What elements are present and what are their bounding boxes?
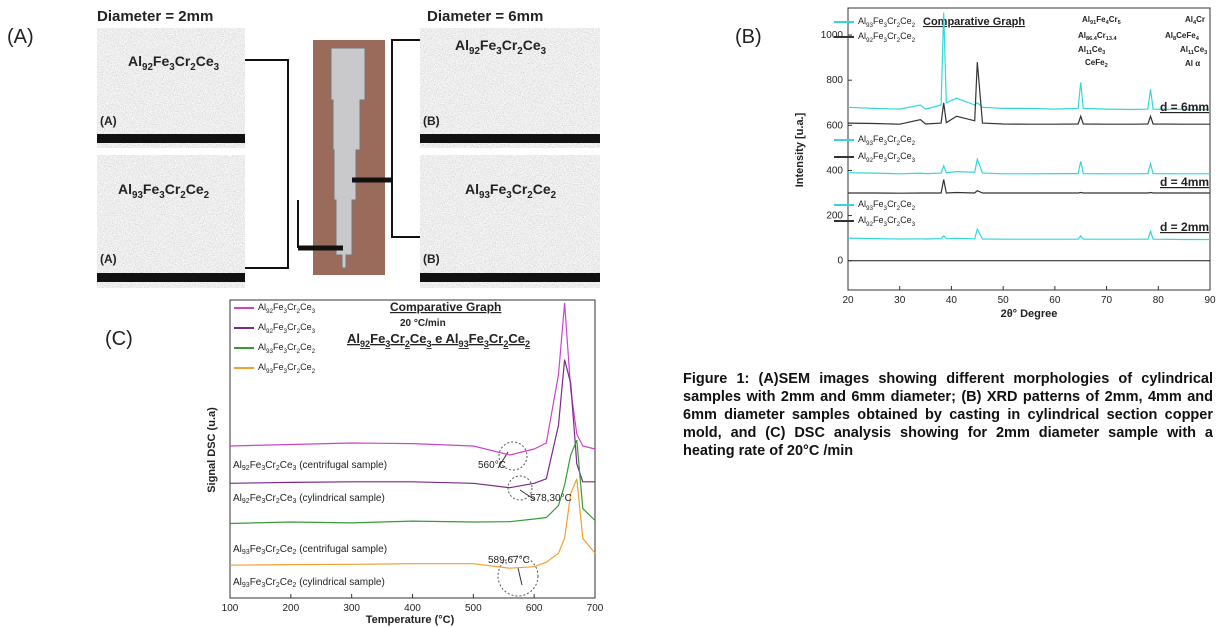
annotation: d = 4mm (1160, 175, 1209, 189)
highlight-circle (497, 555, 539, 597)
y-tick-label: 400 (826, 165, 843, 176)
panel-label: (B) (735, 26, 762, 48)
series-line (847, 12, 1210, 111)
chart-subtitle: 20 °C/min (400, 318, 446, 329)
series-line (847, 62, 1210, 125)
legend-label: Al92Fe3Cr2Ce3 (858, 151, 916, 164)
connector (245, 59, 289, 269)
sem-alloy: Al93Fe3Cr2Ce2 (118, 181, 210, 201)
legend-label: Al93Fe3Cr2Ce2 (258, 362, 316, 375)
series-line (229, 359, 595, 489)
annotation: 560°C (478, 460, 506, 471)
legend-label: Al92Fe3Cr2Ce3 (258, 302, 316, 315)
annotation: Al92Fe3Cr2Ce3 (cylindrical sample) (233, 493, 385, 506)
y-axis-label: Intensity [u.a.] (794, 112, 806, 187)
annotation: 589,67°C (488, 555, 530, 566)
y-tick-label: 600 (826, 120, 843, 131)
series-line (229, 439, 596, 525)
legend-label: Al92Fe3Cr2Ce2 (858, 31, 916, 44)
annotation: Al92Fe3Cr2Ce3 (centrifugal sample) (233, 460, 387, 473)
x-tick-label: 200 (282, 603, 299, 614)
x-axis-label: Temperature (°C) (366, 614, 455, 626)
sem-tag: (B) (423, 252, 440, 266)
x-tick-label: 30 (894, 295, 906, 306)
legend-label: Al92Fe3Cr2Ce3 (258, 322, 316, 335)
cylinder (330, 47, 366, 269)
sem-title: Diameter = 2mm (97, 8, 213, 25)
x-tick-label: 90 (1204, 295, 1216, 306)
x-tick-label: 20 (842, 295, 854, 306)
panel-label: (C) (105, 328, 133, 350)
series-line (229, 478, 596, 569)
sem-image (420, 155, 600, 288)
x-tick-label: 500 (465, 603, 482, 614)
x-tick-label: 100 (222, 603, 239, 614)
x-tick-label: 300 (343, 603, 360, 614)
annotation: Al93Fe3Cr2Ce2 (cylindrical sample) (233, 577, 385, 590)
annotation: 578,30°C (530, 493, 572, 504)
sem-image (97, 155, 245, 288)
scale-bar (420, 134, 600, 143)
x-tick-label: 80 (1153, 295, 1165, 306)
annotation: Al α (1185, 59, 1200, 68)
x-axis-label: 2θ° Degree (1001, 308, 1058, 320)
annotation: Al4Cr (1185, 15, 1205, 26)
scale-bar (420, 273, 600, 282)
x-tick-label: 700 (587, 603, 604, 614)
sem-alloy: Al92Fe3Cr2Ce3 (455, 37, 547, 57)
annotation: Al92Fe3Cr2Ce3 e Al93Fe3Cr2Ce2 (347, 331, 530, 349)
series-line (848, 179, 1210, 194)
y-tick-label: 200 (826, 210, 843, 221)
series-line (847, 227, 1210, 241)
sem-title: Diameter = 6mm (427, 8, 543, 25)
annotation: Al8CeFe4 (1165, 31, 1200, 42)
y-axis-label: Signal DSC (u.a) (206, 407, 218, 493)
sem-tag: (A) (100, 114, 117, 128)
panel-label: (A) (7, 26, 34, 48)
legend-label: Al92Fe3Cr2Ce3 (858, 215, 916, 228)
annotation: Al91Fe4Cr5 (1082, 15, 1121, 26)
chart-title: Comparative Graph (390, 300, 501, 314)
y-tick-label: 1000 (821, 30, 844, 41)
x-tick-label: 60 (1049, 295, 1061, 306)
series-line (229, 302, 596, 456)
highlight-circle (498, 441, 528, 471)
series-line (847, 157, 1210, 175)
x-tick-label: 600 (526, 603, 543, 614)
plot-frame (847, 7, 1211, 291)
sem-alloy: Al93Fe3Cr2Ce2 (465, 181, 557, 201)
figure-caption: Figure 1: (A)SEM images showing differen… (683, 371, 1213, 459)
legend-label: Al93Fe3Cr2Ce2 (258, 342, 316, 355)
sem-image (97, 28, 245, 148)
scale-bar (97, 134, 245, 143)
legend-label: Al93Fe3Cr2Ce2 (858, 134, 916, 147)
connector (391, 39, 420, 238)
sem-tag: (A) (100, 252, 117, 266)
annotation: Al11Ce3 (1078, 45, 1105, 56)
x-tick-label: 40 (946, 295, 958, 306)
highlight-circle (507, 475, 533, 501)
annotation: d = 6mm (1160, 100, 1209, 114)
annotation: Al11Ce3 (1180, 45, 1207, 56)
annotation: Al93Fe3Cr2Ce2 (centrifugal sample) (233, 544, 387, 557)
arrow (517, 567, 523, 586)
annotation: Al86.4Cr13.4 (1078, 31, 1118, 42)
x-tick-label: 70 (1101, 295, 1113, 306)
sem-alloy: Al92Fe3Cr2Ce3 (128, 53, 220, 73)
sem-tag: (B) (423, 114, 440, 128)
y-tick-label: 800 (826, 75, 843, 86)
annotation: CeFe2 (1085, 58, 1108, 69)
annotation: d = 2mm (1160, 220, 1209, 234)
sem-image (420, 28, 600, 148)
x-tick-label: 50 (998, 295, 1010, 306)
legend-label: Al93Fe3Cr2Ce2 (858, 199, 916, 212)
legend-label: Al93Fe3Cr2Ce2 (858, 16, 916, 29)
arrow (519, 489, 536, 501)
y-tick-label: 0 (837, 255, 843, 266)
x-tick-label: 400 (404, 603, 421, 614)
scale-bar (97, 273, 245, 282)
chart-title: Comparative Graph (923, 16, 1025, 28)
